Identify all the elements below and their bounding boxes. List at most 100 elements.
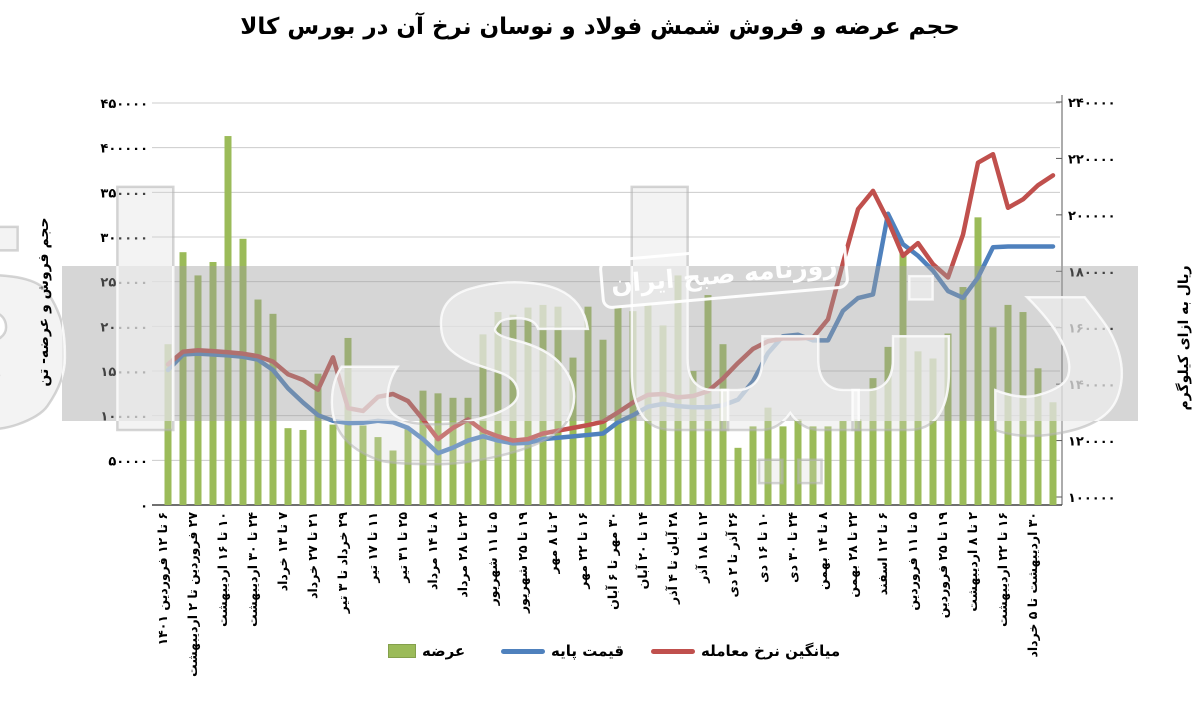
x-axis-tick-label: ۱۶ تا ۲۲ اردیبهشت: [995, 512, 1010, 627]
x-axis-tick-label: ۵ تا ۱۱ شهریور: [485, 512, 500, 606]
supply-bar: [404, 429, 412, 505]
supply-bar: [434, 393, 442, 505]
supply-bar: [179, 252, 187, 505]
legend-item-avg-rate: میانگین نرخ معامله: [651, 641, 840, 661]
x-axis-tick-label: ۱۲ تا ۱۸ آذر: [695, 512, 710, 583]
supply-bar: [224, 136, 232, 505]
supply-swatch: [388, 644, 416, 658]
supply-bar: [194, 275, 202, 505]
right-axis-tick-label: ۲۰۰۰۰۰: [1068, 209, 1116, 224]
left-axis-tick-label: ۱۰۰۰۰۰: [100, 410, 148, 425]
right-axis-tick-label: ۱۴۰۰۰۰: [1068, 378, 1116, 393]
right-axis-tick-label: ۱۶۰۰۰۰: [1068, 322, 1116, 337]
supply-bar: [1049, 402, 1057, 505]
x-axis-tick-label: ۳۰ مهر تا ۶ آبان: [605, 512, 620, 610]
x-axis-tick-label: ۲۹ خرداد تا ۳ تیر: [335, 512, 350, 614]
supply-bar: [644, 303, 652, 505]
left-axis-tick-label: ۳۵۰۰۰۰: [100, 186, 148, 201]
supply-bar: [419, 390, 427, 505]
base-price-line: [165, 211, 1056, 456]
supply-bar: [539, 304, 547, 505]
x-axis-tick-label: ۱۱ تا ۱۷ تیر: [365, 512, 380, 583]
newspaper-logo-watermark-white: دنیای اقتصاد: [62, 266, 1138, 421]
x-axis-tick-label: ۱۹ تا ۲۵ فروردین: [935, 512, 950, 619]
x-axis-tick-label: ۱۰ تا ۱۶ دی: [755, 512, 770, 583]
supply-bar: [164, 344, 172, 505]
supply-bar: [524, 307, 532, 505]
left-axis-tick-label: ۴۵۰۰۰۰: [100, 97, 148, 112]
x-axis-tick-label: ۲۸ آبان تا ۴ آذر: [665, 512, 680, 604]
supply-bar: [389, 450, 397, 505]
supply-bar: [989, 327, 997, 505]
left-axis-tick-label: ۳۰۰۰۰۰: [100, 231, 148, 246]
watermark-gray-band: [62, 266, 1138, 421]
supply-bar: [854, 419, 862, 505]
right-axis-tick-label: ۱۸۰۰۰۰: [1068, 265, 1116, 280]
watermark-band-calligraphy: دنیای اقتصاد: [62, 266, 1138, 421]
x-axis-tick-label: ۲۵ تا ۳۱ تیر: [395, 512, 410, 583]
x-axis-tick-label: ۲ تا ۸ اردیبهشت: [965, 512, 980, 612]
avg-rate-swatch: [651, 648, 695, 654]
x-axis-tick-label: ۶ تا ۱۲ اسفند: [875, 512, 890, 596]
supply-bar: [794, 419, 802, 505]
supply-bar: [839, 421, 847, 505]
x-axis-tick-label: ۲۲ تا ۲۸ مرداد: [455, 512, 470, 598]
supply-bar: [299, 429, 307, 505]
supply-bar: [254, 299, 262, 505]
supply-bar: [959, 287, 967, 505]
legend-item-base-price: قیمت پایه: [501, 641, 624, 661]
supply-bar: [554, 306, 562, 505]
supply-bar: [614, 306, 622, 505]
left-axis-tick-label: ۲۵۰۰۰۰: [100, 276, 148, 291]
supply-bar: [944, 333, 952, 505]
x-axis-tick-label: ۵ تا ۱۱ فروردین: [905, 512, 920, 611]
x-axis-tick-label: ۲۲ تا ۲۸ بهمن: [845, 512, 860, 598]
supply-bar: [239, 238, 247, 505]
base-price-swatch: [501, 648, 545, 654]
legend-label-base-price: قیمت پایه: [551, 642, 625, 660]
x-axis-tick-label: ۲ تا ۸ مهر: [545, 512, 560, 574]
supply-bar: [884, 346, 892, 505]
left-axis-tick-label: ۱۵۰۰۰۰: [100, 365, 148, 380]
supply-bar: [269, 313, 277, 505]
supply-bar: [674, 275, 682, 505]
x-axis-tick-label: ۷ تا ۱۳ خرداد: [275, 512, 290, 592]
supply-bar: [479, 334, 487, 505]
supply-bar: [359, 425, 367, 505]
supply-bar: [329, 424, 337, 505]
supply-bar: [974, 217, 982, 505]
x-axis-tick-label: ۸ تا ۱۴ مرداد: [425, 512, 440, 590]
supply-bar: [584, 306, 592, 505]
supply-bar: [779, 426, 787, 505]
supply-bar: [659, 325, 667, 505]
right-axis-tick-label: ۲۴۰۰۰۰: [1068, 96, 1116, 111]
x-axis-tick-label: ۱۹ تا ۲۵ شهریور: [515, 512, 530, 614]
x-axis-tick-label: ۲۱ تا ۲۷ خرداد: [305, 512, 320, 599]
newspaper-logo-watermark: دنیای اقتصاد: [0, 133, 1141, 508]
left-axis-tick-label: ۵۰۰۰۰: [108, 454, 148, 469]
x-axis-tick-label: ۳۰ اردیبهشت تا ۵ خرداد: [1025, 512, 1040, 658]
left-axis-tick-label: ۰: [140, 499, 148, 514]
supply-bar: [749, 426, 757, 505]
supply-bar: [374, 437, 382, 505]
x-axis-tick-label: ۲۴ تا ۳۰ اردیبهشت: [245, 512, 260, 627]
right-axis-tick-label: ۱۰۰۰۰۰: [1068, 491, 1116, 506]
supply-bar: [929, 358, 937, 505]
supply-bar: [629, 311, 637, 505]
supply-bar: [734, 447, 742, 505]
supply-bar: [569, 357, 577, 505]
chart-title: حجم عرضه و فروش شمش فولاد و نوسان نرخ آن…: [240, 14, 960, 40]
supply-bar: [1019, 312, 1027, 505]
left-axis-title: حجم فروش و عرضه- تن: [36, 217, 52, 387]
avg-rate-line: [165, 151, 1056, 443]
legend-label-supply: عرضه: [422, 642, 466, 660]
left-axis-tick-label: ۴۰۰۰۰۰: [100, 142, 148, 157]
x-axis-tick-label: ۶ تا ۱۲ فروردین ۱۴۰۱: [155, 512, 170, 646]
x-axis-tick-label: ۲۴ تا ۳۰ دی: [785, 512, 800, 583]
supply-bar: [1004, 304, 1012, 505]
supply-bar: [704, 295, 712, 505]
right-axis-title: ریال به ازای کیلوگرم: [1176, 265, 1192, 411]
supply-bar: [449, 397, 457, 505]
